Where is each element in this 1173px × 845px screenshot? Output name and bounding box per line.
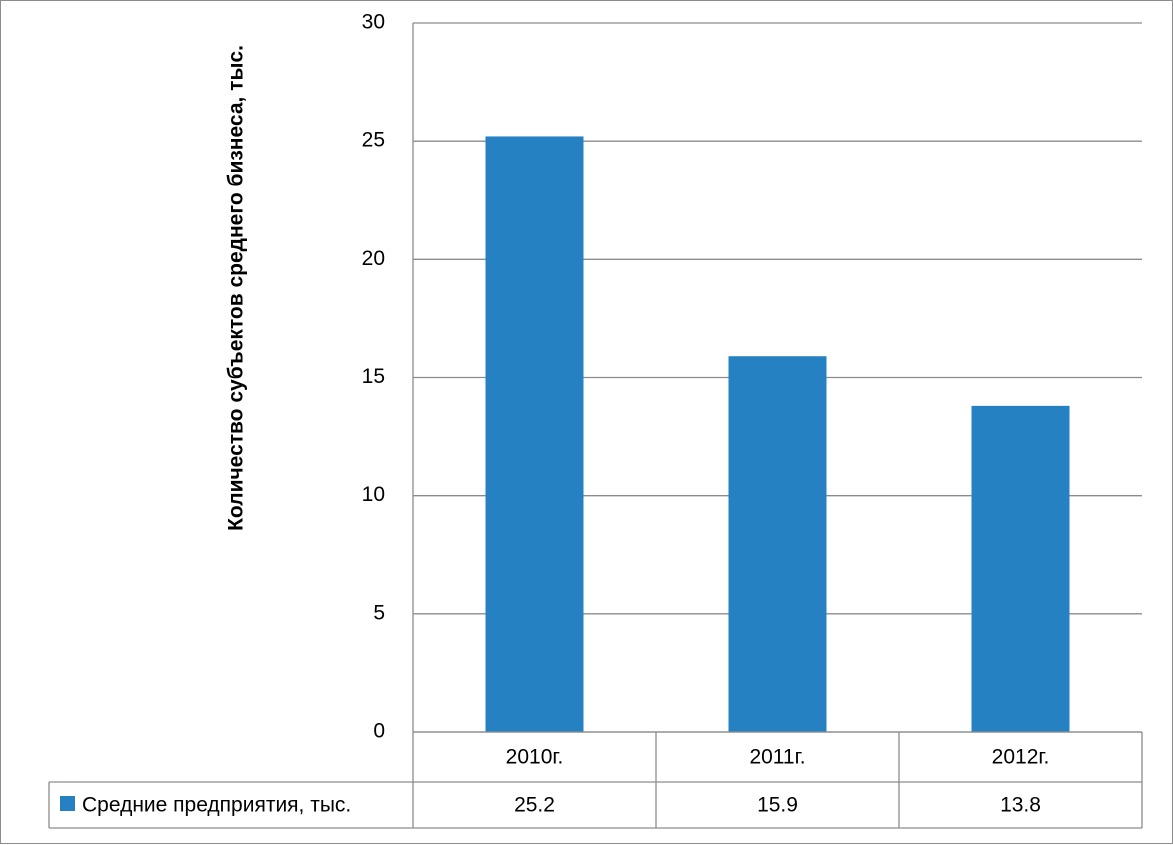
y-tick-label: 20	[362, 247, 385, 270]
bar	[485, 136, 584, 732]
data-value-label: 13.8	[1000, 794, 1041, 817]
x-tick-label: 2012г.	[992, 746, 1050, 769]
bar	[728, 356, 827, 732]
y-axis-label: Количество субъектов среднего бизнеса, т…	[225, 45, 248, 531]
x-tick-label: 2011г.	[749, 746, 805, 769]
data-value-label: 25.2	[514, 794, 555, 817]
y-tick-label: 30	[362, 11, 385, 34]
bars	[485, 136, 1070, 732]
legend-label: Средние предприятия, тыс.	[82, 794, 351, 817]
data-table: 2010г. 2011г. 2012г. Средние предприятия, т…	[48, 731, 1143, 829]
y-tick-label: 10	[362, 483, 385, 506]
bar	[971, 405, 1070, 732]
y-tick-label: 5	[373, 601, 385, 624]
y-tick-label: 25	[362, 129, 385, 152]
data-value-label: 15.9	[757, 794, 798, 817]
y-tick-label: 0	[373, 720, 385, 743]
y-axis-ticks: 0 5 10 15 20 25 30	[362, 11, 385, 743]
y-tick-label: 15	[362, 365, 385, 388]
x-tick-label: 2010г.	[506, 746, 564, 769]
legend-swatch	[60, 796, 75, 811]
